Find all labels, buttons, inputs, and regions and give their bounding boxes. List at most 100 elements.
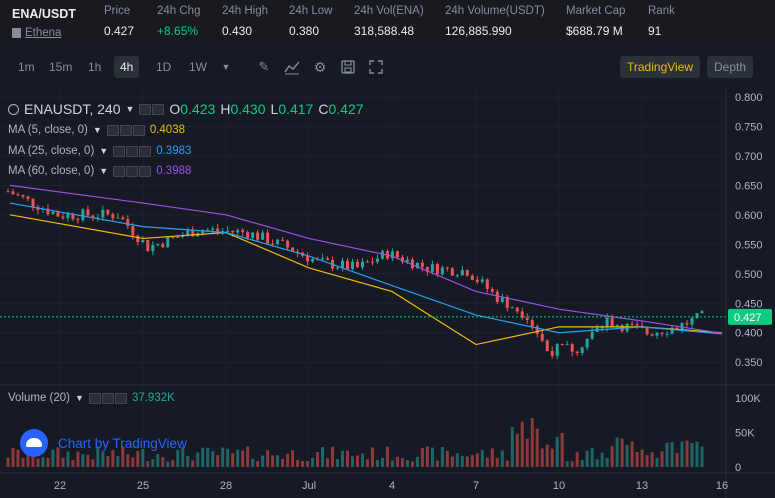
candle-body bbox=[700, 311, 704, 314]
candle-body bbox=[101, 209, 105, 218]
stat-value: 0.427 bbox=[104, 24, 135, 38]
close-icon[interactable] bbox=[139, 165, 152, 177]
candle-body bbox=[360, 261, 364, 268]
eye-icon[interactable] bbox=[106, 124, 119, 136]
volume-bar bbox=[525, 438, 529, 467]
volume-bar bbox=[336, 459, 340, 467]
ma25-legend[interactable]: MA (25, close, 0) ▼ 0.3983 bbox=[8, 145, 191, 157]
volume-bar bbox=[46, 457, 50, 467]
volume-bar bbox=[196, 452, 200, 467]
volume-bar bbox=[570, 461, 574, 467]
chevron-down-icon[interactable]: ▼ bbox=[99, 146, 109, 156]
line-chart-icon[interactable] bbox=[284, 59, 300, 75]
close-icon[interactable] bbox=[139, 145, 152, 157]
dropdown-icon[interactable]: ▼ bbox=[221, 62, 231, 72]
candle-body bbox=[156, 243, 160, 246]
settings-icon[interactable]: ⚙ bbox=[313, 59, 327, 75]
candle-body bbox=[276, 239, 280, 245]
stat-value: 91 bbox=[648, 24, 662, 38]
volume-bar bbox=[286, 453, 290, 467]
volume-bar bbox=[520, 421, 524, 467]
volume-bar bbox=[405, 460, 409, 467]
volume-bar bbox=[475, 453, 479, 467]
timeframe-1d[interactable]: 1D bbox=[156, 60, 172, 74]
timeframe-1h[interactable]: 1h bbox=[88, 60, 102, 74]
volume-bar bbox=[385, 446, 389, 467]
chevron-down-icon[interactable]: ▼ bbox=[92, 125, 102, 135]
candle-body bbox=[136, 235, 140, 243]
close-icon[interactable] bbox=[132, 124, 145, 136]
save-icon[interactable] bbox=[340, 59, 356, 75]
volume-bar bbox=[276, 455, 280, 467]
watermark-text[interactable]: Chart by TradingView bbox=[58, 435, 187, 451]
candle-body bbox=[660, 332, 664, 334]
tradingview-toggle[interactable]: TradingView bbox=[620, 56, 701, 78]
candle-body bbox=[365, 261, 369, 263]
settings-icon[interactable] bbox=[152, 103, 165, 115]
stat-24h-low: 24h Low 0.380 bbox=[289, 5, 332, 38]
volume-bar bbox=[545, 444, 549, 467]
candle-body bbox=[570, 344, 574, 352]
candle-body bbox=[6, 191, 10, 193]
stat-rank: Rank 91 bbox=[648, 5, 675, 38]
pair-symbol[interactable]: ENA/USDT bbox=[12, 7, 76, 21]
ma5-legend[interactable]: MA (5, close, 0) ▼ 0.4038 bbox=[8, 124, 185, 136]
eye-icon[interactable] bbox=[113, 165, 126, 177]
coin-name[interactable]: Ethena bbox=[25, 27, 62, 39]
volume-bar bbox=[161, 456, 165, 467]
volume-bar bbox=[41, 457, 45, 467]
ma60-legend[interactable]: MA (60, close, 0) ▼ 0.3988 bbox=[8, 165, 191, 177]
volume-bar bbox=[346, 450, 350, 467]
price-tick-label: 0.800 bbox=[735, 92, 763, 104]
close-icon[interactable] bbox=[114, 392, 127, 404]
ohlc-high: H0.430 bbox=[220, 101, 266, 117]
coin-name-link[interactable]: Ethena bbox=[12, 27, 95, 39]
candle-body bbox=[201, 230, 205, 234]
timeframe-4h[interactable]: 4h bbox=[114, 56, 140, 78]
candle-body bbox=[420, 262, 424, 267]
candle-body bbox=[460, 270, 464, 276]
chart-canvas[interactable]: 0.800 0.750 0.700 0.650 0.600 0.550 0.500 0.450… bbox=[0, 89, 775, 498]
tradingview-watermark[interactable]: Chart by TradingView bbox=[20, 429, 187, 457]
candle-body bbox=[480, 279, 484, 282]
ma60-value: 0.3988 bbox=[156, 165, 192, 177]
price-chart[interactable]: 0.800 0.750 0.700 0.650 0.600 0.550 0.500 0.450… bbox=[0, 89, 775, 498]
settings-icon[interactable] bbox=[126, 145, 139, 157]
volume-bar bbox=[445, 450, 449, 467]
visibility-circle-icon[interactable] bbox=[8, 103, 19, 115]
volume-label: Volume (20) bbox=[8, 392, 71, 404]
timeframe-15m[interactable]: 15m bbox=[49, 60, 73, 74]
chevron-down-icon[interactable]: ▼ bbox=[125, 104, 135, 114]
volume-legend[interactable]: Volume (20) ▼ 37.932K bbox=[8, 392, 175, 404]
volume-bar bbox=[395, 456, 399, 467]
pencil-icon[interactable]: ✎ bbox=[258, 59, 270, 74]
settings-icon[interactable] bbox=[101, 392, 114, 404]
settings-icon[interactable] bbox=[119, 124, 132, 136]
volume-bar bbox=[91, 459, 95, 467]
candle-body bbox=[296, 251, 300, 253]
volume-bar bbox=[410, 461, 414, 467]
volume-bar bbox=[490, 448, 494, 467]
volume-bar bbox=[321, 447, 325, 467]
eye-icon[interactable] bbox=[113, 145, 126, 157]
candle-body bbox=[355, 261, 359, 268]
volume-bar bbox=[430, 447, 434, 467]
volume-bar bbox=[296, 459, 300, 467]
fullscreen-icon[interactable] bbox=[368, 59, 384, 75]
candle-body bbox=[61, 216, 65, 218]
candle-body bbox=[445, 267, 449, 269]
chevron-down-icon[interactable]: ▼ bbox=[99, 166, 109, 176]
chart-symbol-title[interactable]: ENAUSDT, 240 bbox=[24, 101, 121, 117]
settings-icon[interactable] bbox=[126, 165, 139, 177]
depth-toggle[interactable]: Depth bbox=[707, 56, 754, 78]
volume-bar bbox=[221, 447, 225, 467]
chevron-down-icon[interactable]: ▼ bbox=[75, 393, 84, 403]
candle-body bbox=[191, 230, 195, 237]
eye-icon[interactable] bbox=[139, 103, 152, 115]
volume-bar bbox=[415, 456, 419, 467]
candle-body bbox=[251, 232, 255, 238]
volume-bar bbox=[166, 461, 170, 467]
eye-icon[interactable] bbox=[88, 392, 101, 404]
timeframe-1w[interactable]: 1W bbox=[189, 60, 207, 74]
timeframe-1m[interactable]: 1m bbox=[18, 60, 35, 74]
